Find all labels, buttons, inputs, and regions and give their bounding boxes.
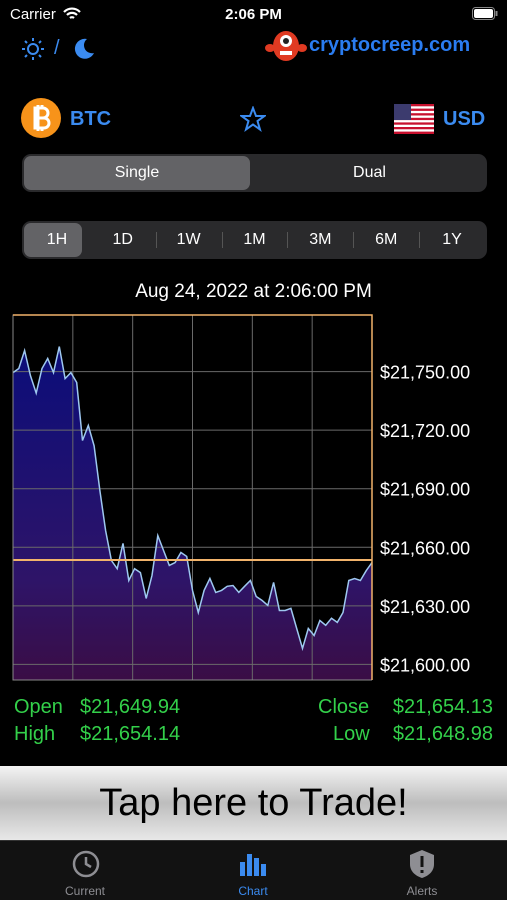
range-button[interactable]: 1H <box>46 231 68 248</box>
y-tick-label: $21,660.00 <box>380 538 470 558</box>
logo-text: cryptocreep.com <box>309 34 471 56</box>
open-label: Open <box>14 696 63 718</box>
us-flag[interactable] <box>394 104 434 134</box>
price-line <box>12 346 373 652</box>
open-value: $21,649.94 <box>80 696 181 718</box>
y-tick-label: $21,600.00 <box>380 655 470 675</box>
tab-current[interactable]: Current <box>64 884 105 898</box>
y-tick-label: $21,720.00 <box>380 421 470 441</box>
battery-icon <box>472 7 498 20</box>
range-button[interactable]: 1M <box>243 231 266 248</box>
y-tick-label: $21,690.00 <box>380 480 470 500</box>
close-label: Close <box>318 696 370 718</box>
range-divider <box>221 232 223 248</box>
range-divider <box>419 232 421 248</box>
range-divider <box>287 232 289 248</box>
wifi-icon <box>63 7 81 19</box>
btc-icon[interactable] <box>20 97 62 139</box>
high-value: $21,654.14 <box>80 723 181 745</box>
mode-segment: Single Dual <box>22 154 487 192</box>
high-label: High <box>14 723 56 745</box>
timestamp: Aug 24, 2022 at 2:06:00 PM <box>135 281 372 302</box>
tab-alerts-icon[interactable] <box>408 848 436 880</box>
plot-border-right <box>13 314 373 680</box>
carrier: Carrier <box>10 6 56 23</box>
range-button[interactable]: 1W <box>176 231 201 248</box>
close-value: $21,654.13 <box>392 696 493 718</box>
price-area <box>13 346 372 680</box>
favorite-star[interactable] <box>240 106 266 132</box>
logo-mascot <box>265 31 307 61</box>
range-button[interactable]: 1Y <box>442 231 462 248</box>
segment-single[interactable]: Single <box>114 164 160 181</box>
price-chart: $21,600.00 $21,630.00 $21,660.00 $21,690.00… <box>12 314 470 681</box>
tab-current-icon[interactable] <box>70 848 102 880</box>
y-tick-label: $21,630.00 <box>380 597 470 617</box>
tab-chart-icon[interactable] <box>238 850 268 878</box>
low-value: $21,648.98 <box>392 723 493 745</box>
low-label: Low <box>333 723 370 745</box>
clock: 2:06 PM <box>225 6 282 23</box>
y-tick-label: $21,750.00 <box>380 363 470 383</box>
light-mode-button[interactable] <box>20 36 46 62</box>
range-divider <box>353 232 355 248</box>
tab-alerts[interactable]: Alerts <box>406 884 438 898</box>
range-button[interactable]: 1D <box>112 231 133 248</box>
segment-selection <box>24 156 250 190</box>
range-segment: 1H 1D 1W 1M 3M 6M 1Y <box>22 221 487 259</box>
currency[interactable]: USD <box>443 108 486 130</box>
separator: / <box>54 37 60 59</box>
segment-dual[interactable]: Dual <box>353 164 386 181</box>
range-button[interactable]: 3M <box>309 231 332 248</box>
dark-mode-button[interactable] <box>72 36 96 60</box>
tab-chart[interactable]: Chart <box>238 884 268 898</box>
trade-banner[interactable]: Tap here to Trade! <box>0 766 507 840</box>
range-button[interactable]: 6M <box>375 231 398 248</box>
coin-symbol[interactable]: BTC <box>70 108 112 130</box>
range-selection <box>24 223 82 257</box>
range-divider <box>155 232 157 248</box>
